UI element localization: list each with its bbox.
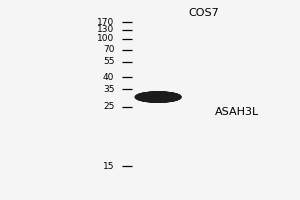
Text: 35: 35 bbox=[103, 85, 114, 94]
Ellipse shape bbox=[137, 92, 180, 102]
Ellipse shape bbox=[139, 93, 177, 102]
Text: 25: 25 bbox=[103, 102, 114, 111]
Ellipse shape bbox=[136, 92, 180, 102]
Text: COS7: COS7 bbox=[188, 8, 219, 18]
Ellipse shape bbox=[136, 92, 180, 102]
Text: 70: 70 bbox=[103, 45, 114, 54]
Ellipse shape bbox=[141, 93, 174, 101]
Text: 170: 170 bbox=[97, 18, 114, 27]
Ellipse shape bbox=[140, 93, 178, 102]
Text: ASAH3L: ASAH3L bbox=[215, 107, 260, 117]
Text: 100: 100 bbox=[97, 34, 114, 43]
Ellipse shape bbox=[142, 93, 176, 101]
Text: 40: 40 bbox=[103, 73, 114, 82]
Ellipse shape bbox=[140, 93, 176, 101]
Ellipse shape bbox=[141, 93, 177, 101]
Ellipse shape bbox=[139, 92, 178, 102]
Ellipse shape bbox=[138, 92, 179, 102]
Ellipse shape bbox=[138, 92, 178, 102]
Ellipse shape bbox=[136, 92, 180, 102]
Text: 130: 130 bbox=[97, 25, 114, 34]
Ellipse shape bbox=[139, 92, 178, 102]
Ellipse shape bbox=[141, 93, 174, 101]
Ellipse shape bbox=[138, 92, 179, 102]
Ellipse shape bbox=[142, 94, 176, 100]
Text: 55: 55 bbox=[103, 57, 114, 66]
Ellipse shape bbox=[139, 93, 176, 101]
Ellipse shape bbox=[137, 92, 180, 102]
Ellipse shape bbox=[142, 93, 176, 101]
Ellipse shape bbox=[136, 92, 181, 102]
Ellipse shape bbox=[137, 92, 179, 102]
Ellipse shape bbox=[141, 93, 176, 101]
Ellipse shape bbox=[140, 93, 177, 101]
Ellipse shape bbox=[138, 92, 178, 102]
Ellipse shape bbox=[140, 93, 175, 101]
Ellipse shape bbox=[137, 92, 179, 102]
Text: 15: 15 bbox=[103, 162, 114, 171]
Ellipse shape bbox=[135, 92, 181, 102]
Ellipse shape bbox=[138, 92, 177, 102]
Ellipse shape bbox=[136, 92, 181, 102]
Ellipse shape bbox=[140, 93, 175, 101]
